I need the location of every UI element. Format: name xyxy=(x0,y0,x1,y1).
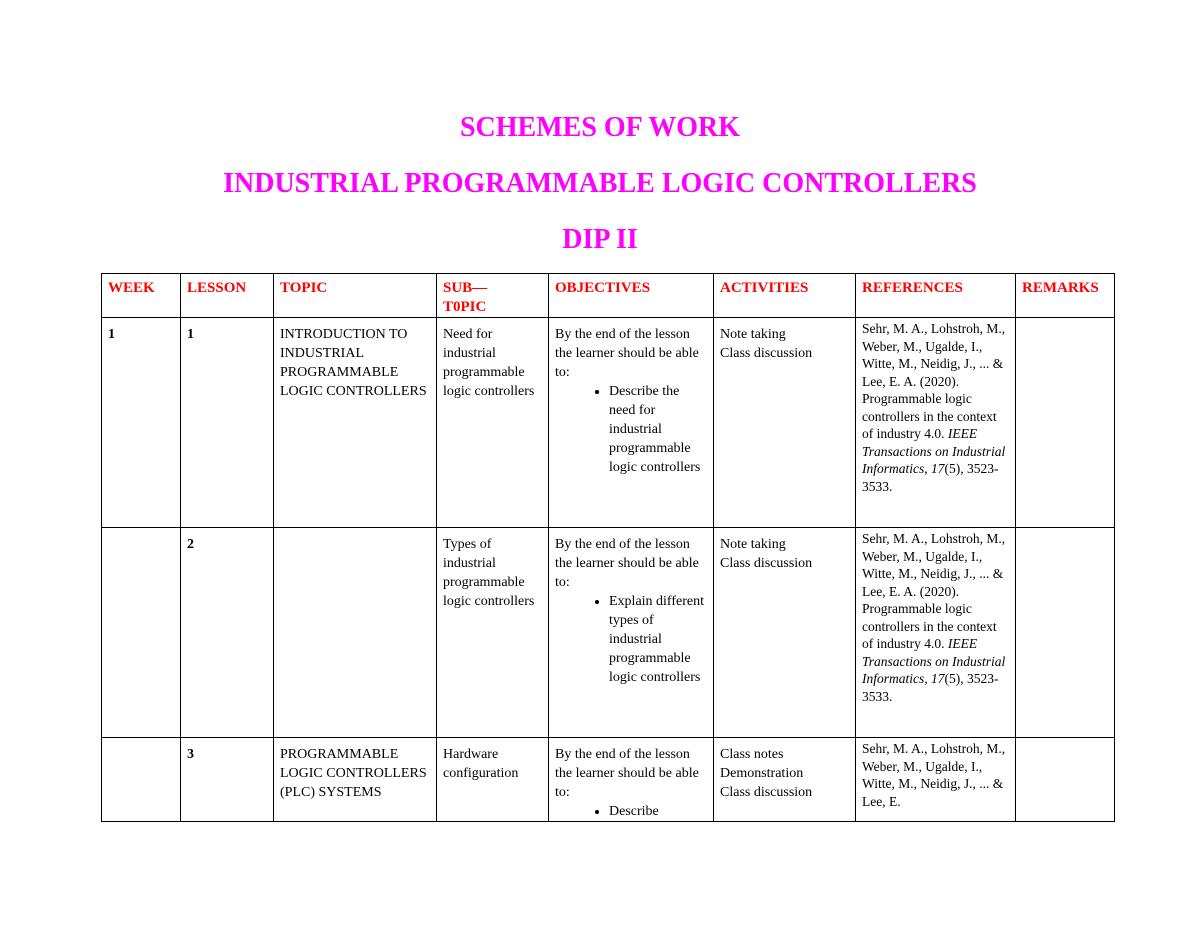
activity-item: Note taking xyxy=(720,537,786,552)
header-references: REFERENCES xyxy=(855,273,1016,318)
level-title: DIP II xyxy=(562,224,638,255)
activity-item: Class discussion xyxy=(720,785,813,800)
course-title: INDUSTRIAL PROGRAMMABLE LOGIC CONTROLLER… xyxy=(223,168,977,199)
activity-item: Class notes xyxy=(720,747,784,762)
objectives-cell: By the end of the lesson the learner sho… xyxy=(548,737,714,822)
activities-cell: Note taking Class discussion xyxy=(713,317,856,528)
reference-journal: IEEE Transactions on Industrial Informat… xyxy=(862,636,1006,686)
topic-cell: PROGRAMMABLE LOGIC CONTROLLERS (PLC) SYS… xyxy=(273,737,437,822)
reference-rest: (5), 3523-3533. xyxy=(862,671,999,704)
reference-sep: , xyxy=(924,461,931,476)
reference-journal: IEEE Transactions on Industrial Informat… xyxy=(862,426,1006,476)
header-week: WEEK xyxy=(101,273,181,318)
activities-cell: Note taking Class discussion xyxy=(713,527,856,738)
topic-cell xyxy=(273,527,437,738)
activity-item: Demonstration xyxy=(720,766,804,781)
reference-authors: Sehr, M. A., Lohstroh, M., Weber, M., Ug… xyxy=(862,321,1006,441)
remarks-cell xyxy=(1015,527,1115,738)
reference-rest: (5), 3523-3533. xyxy=(862,461,999,494)
references-cell: Sehr, M. A., Lohstroh, M., Weber, M., Ug… xyxy=(855,737,1016,822)
activity-item: Class discussion xyxy=(720,556,813,571)
document-title: SCHEMES OF WORK xyxy=(459,112,741,143)
week-cell xyxy=(101,527,181,738)
table-row: 1 1 INTRODUCTION TO INDUSTRIAL PROGRAMMA… xyxy=(101,317,1115,528)
remarks-cell xyxy=(1015,737,1115,822)
header-activities: ACTIVITIES xyxy=(713,273,856,318)
objective-intro: By the end of the lesson the learner sho… xyxy=(555,327,699,380)
scheme-table: WEEK LESSON TOPIC SUB— T0PIC OBJECTIVES … xyxy=(101,273,1115,822)
objective-intro: By the end of the lesson the learner sho… xyxy=(555,537,699,590)
subtopic-cell: Need for industrial programmable logic c… xyxy=(436,317,549,528)
reference-sep: , xyxy=(924,671,931,686)
week-cell xyxy=(101,737,181,822)
objectives-cell: By the end of the lesson the learner sho… xyxy=(548,317,714,528)
references-cell: Sehr, M. A., Lohstroh, M., Weber, M., Ug… xyxy=(855,527,1016,738)
reference-volume: 17 xyxy=(931,671,945,686)
objective-intro: By the end of the lesson the learner sho… xyxy=(555,747,699,800)
activity-item: Note taking xyxy=(720,327,786,342)
objective-bullet: Describe xyxy=(609,802,707,821)
activities-cell: Class notes Demonstration Class discussion xyxy=(713,737,856,822)
reference-authors: Sehr, M. A., Lohstroh, M., Weber, M., Ug… xyxy=(862,531,1006,651)
lesson-cell: 1 xyxy=(180,317,274,528)
header-remarks: REMARKS xyxy=(1015,273,1115,318)
header-lesson: LESSON xyxy=(180,273,274,318)
reference-authors: Sehr, M. A., Lohstroh, M., Weber, M., Ug… xyxy=(862,741,1006,809)
header-row: WEEK LESSON TOPIC SUB— T0PIC OBJECTIVES … xyxy=(101,273,1115,318)
header-topic: TOPIC xyxy=(273,273,437,318)
table-row: 2 Types of industrial programmable logic… xyxy=(101,527,1115,738)
lesson-cell: 3 xyxy=(180,737,274,822)
references-cell: Sehr, M. A., Lohstroh, M., Weber, M., Ug… xyxy=(855,317,1016,528)
table-row: 3 PROGRAMMABLE LOGIC CONTROLLERS (PLC) S… xyxy=(101,737,1115,822)
remarks-cell xyxy=(1015,317,1115,528)
objective-bullet: Explain different types of industrial pr… xyxy=(609,592,707,687)
reference-volume: 17 xyxy=(931,461,945,476)
header-objectives: OBJECTIVES xyxy=(548,273,714,318)
subtopic-cell: Types of industrial programmable logic c… xyxy=(436,527,549,738)
objective-bullet: Describe the need for industrial program… xyxy=(609,382,707,477)
subtopic-cell: Hardware configuration xyxy=(436,737,549,822)
objectives-cell: By the end of the lesson the learner sho… xyxy=(548,527,714,738)
week-cell: 1 xyxy=(101,317,181,528)
header-subtopic: SUB— T0PIC xyxy=(436,273,549,318)
activity-item: Class discussion xyxy=(720,346,813,361)
topic-cell: INTRODUCTION TO INDUSTRIAL PROGRAMMABLE … xyxy=(273,317,437,528)
lesson-cell: 2 xyxy=(180,527,274,738)
